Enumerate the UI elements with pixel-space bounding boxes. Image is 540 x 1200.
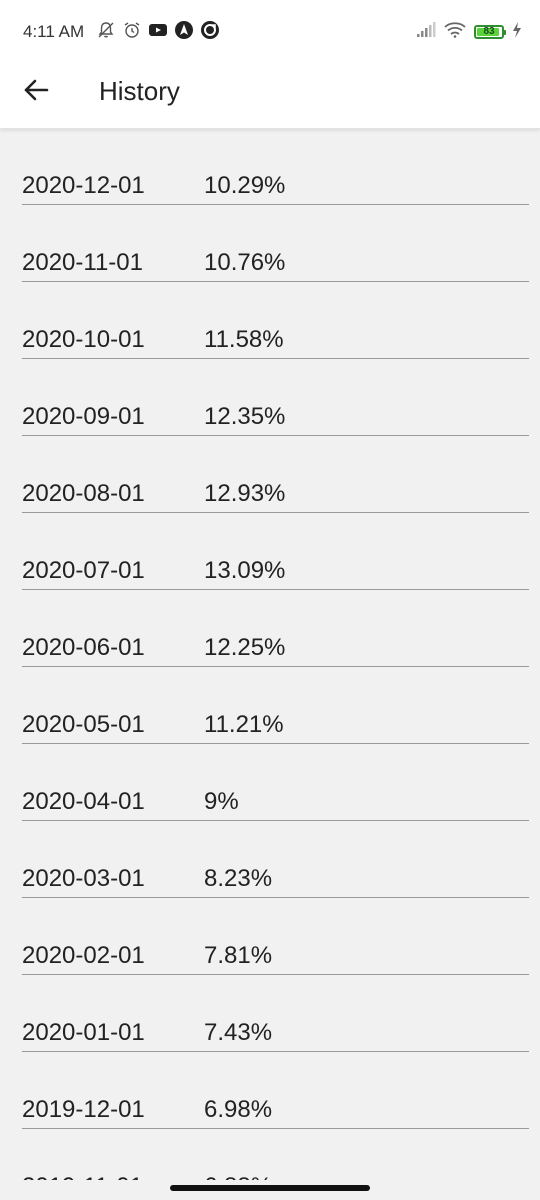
status-time: 4:11 AM	[23, 22, 85, 41]
history-value: 11.21%	[204, 711, 284, 738]
history-row[interactable]: 2019-12-01 6.98%	[22, 1052, 529, 1129]
history-value: 10.29%	[204, 172, 286, 199]
page-title: History	[99, 76, 180, 106]
history-row[interactable]: 2020-10-01 11.58%	[22, 282, 529, 359]
notifications-off-icon	[96, 20, 116, 45]
sync-app-icon	[200, 20, 220, 45]
battery-icon: 83	[474, 25, 506, 39]
history-date: 2020-12-01	[22, 172, 145, 199]
youtube-icon	[148, 20, 168, 45]
history-date: 2020-11-01	[22, 249, 143, 276]
history-row[interactable]: 2020-05-01 11.21%	[22, 667, 529, 744]
battery-tip	[504, 30, 506, 35]
history-row[interactable]: 2019-11-01 6.88%	[22, 1129, 529, 1180]
history-row[interactable]: 2020-06-01 12.25%	[22, 590, 529, 667]
history-value: 11.58%	[204, 326, 284, 353]
history-value: 6.88%	[204, 1173, 272, 1180]
battery-level: 83	[483, 26, 495, 37]
history-date: 2020-02-01	[22, 942, 145, 969]
history-row[interactable]: 2020-02-01 7.81%	[22, 898, 529, 975]
status-bar: 4:11 AM	[0, 0, 540, 62]
history-date: 2020-09-01	[22, 403, 145, 430]
history-value: 13.09%	[204, 557, 286, 584]
battery-fill	[477, 28, 499, 36]
history-row[interactable]: 2020-04-01 9%	[22, 744, 529, 821]
history-date: 2020-01-01	[22, 1019, 145, 1046]
history-date: 2020-05-01	[22, 711, 145, 738]
history-value: 12.25%	[204, 634, 286, 661]
history-date: 2020-03-01	[22, 865, 145, 892]
history-value: 6.98%	[204, 1096, 273, 1123]
history-date: 2020-07-01	[22, 557, 145, 584]
history-date: 2020-10-01	[22, 326, 145, 353]
navigation-app-icon	[174, 20, 194, 45]
history-value: 7.43%	[204, 1019, 273, 1046]
history-value: 12.35%	[204, 403, 286, 430]
history-date: 2020-08-01	[22, 480, 145, 507]
app-bar: History	[0, 62, 540, 129]
history-value: 8.23%	[204, 865, 273, 892]
history-row[interactable]: 2020-12-01 10.29%	[22, 128, 529, 205]
history-date: 2020-06-01	[22, 634, 145, 661]
home-indicator[interactable]	[170, 1185, 370, 1191]
history-row[interactable]: 2020-03-01 8.23%	[22, 821, 529, 898]
arrow-left-icon	[23, 79, 49, 106]
history-row[interactable]: 2020-08-01 12.93%	[22, 436, 529, 513]
alarm-icon	[122, 20, 142, 45]
history-value: 12.93%	[204, 480, 286, 507]
back-button[interactable]	[14, 70, 58, 114]
history-date: 2020-04-01	[22, 788, 145, 815]
charging-icon	[512, 21, 522, 43]
history-value: 7.81%	[204, 942, 273, 969]
history-date: 2019-11-01	[22, 1173, 143, 1180]
history-row[interactable]: 2020-09-01 12.35%	[22, 359, 529, 436]
history-row[interactable]: 2020-01-01 7.43%	[22, 975, 529, 1052]
status-icons-right: 83	[416, 21, 522, 43]
history-row[interactable]: 2020-11-01 10.76%	[22, 205, 529, 282]
history-list[interactable]: 2020-12-01 10.29% 2020-11-01 10.76% 2020…	[22, 128, 529, 1180]
history-row[interactable]: 2020-07-01 13.09%	[22, 513, 529, 590]
history-value: 9%	[204, 788, 239, 815]
history-value: 10.76%	[204, 249, 286, 276]
signal-icon	[416, 21, 436, 43]
status-icons-left	[96, 20, 220, 45]
wifi-icon	[444, 21, 466, 43]
history-date: 2019-12-01	[22, 1096, 145, 1123]
